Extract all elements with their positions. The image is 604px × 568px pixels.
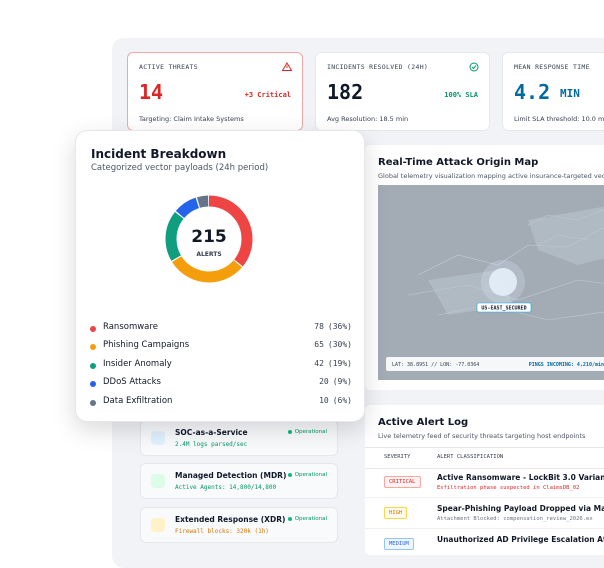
donut-total: 215: [191, 227, 227, 247]
donut-segment: [165, 195, 253, 283]
donut-chart: 215 ALERTS: [165, 195, 253, 283]
page: {"metrics":[ {"label":"ACTIVE THREATS","…: [0, 0, 604, 543]
metric-label: MEAN RESPONSE TIME: [514, 63, 590, 71]
card-title: Incident Breakdown: [91, 147, 227, 161]
legend-value: 10 (6%): [319, 396, 352, 405]
legend-item: Phishing Campaigns 65 (30%): [90, 340, 352, 354]
legend-name: Data Exfiltration: [103, 395, 173, 406]
service-name: Extended Response (XDR): [175, 515, 286, 524]
legend-item: DDoS Attacks 20 (9%): [90, 377, 352, 391]
panel-title: Active Alert Log: [378, 417, 469, 428]
alert-panel: Active Alert Log Live telemetry feed of …: [365, 405, 604, 555]
legend-share: (30%): [327, 340, 352, 350]
alert-detail: Exfiltration phase suspected in ClaimsDB…: [437, 485, 580, 491]
legend-dot: [90, 381, 96, 388]
panel-subtitle: Global telemetry visualization mapping a…: [378, 172, 604, 180]
severity-badge: CRITICAL: [384, 476, 421, 488]
severity-badge: MEDIUM: [384, 538, 414, 550]
donut-segment: [165, 195, 253, 283]
table-header: [365, 447, 604, 469]
map-panel: Real-Time Attack Origin Map Global telem…: [365, 145, 604, 390]
legend-share: (19%): [327, 358, 352, 368]
legend-name: Insider Anomaly: [103, 358, 172, 369]
alert-title: Active Ransomware - LockBit 3.0 Variant …: [437, 473, 604, 482]
map: US-EAST_SECURED LAT: 38.8951 // LON: -77…: [378, 185, 604, 380]
legend-item: Ransomware 78 (36%): [90, 322, 352, 336]
service-icon: [151, 474, 165, 488]
service-status: Operational: [288, 472, 327, 478]
metric-note: Targeting: Claim Intake Systems: [139, 115, 244, 123]
alert-detail: Attachment Blocked: compensation_review_…: [437, 516, 593, 522]
service-detail: Active Agents: 14,800/14,800: [175, 484, 277, 491]
panel-title: Real-Time Attack Origin Map: [378, 157, 539, 168]
legend-name: Phishing Campaigns: [103, 340, 190, 351]
service-icon: [151, 431, 165, 445]
service-status: Operational: [288, 429, 327, 435]
alert-icon: [282, 62, 292, 71]
legend-value: 78 (36%): [314, 322, 352, 331]
service-detail: 2.4M logs parsed/sec: [175, 441, 248, 448]
map-marker-label: US-EAST_SECURED: [481, 306, 526, 312]
legend-dot: [90, 399, 96, 406]
service-detail: Firewall blocks: 320k (1h): [175, 528, 269, 535]
legend-count: 10: [319, 395, 329, 405]
metric-value: 182: [327, 80, 364, 104]
legend-dot: [90, 344, 96, 351]
legend-name: Ransomware: [103, 322, 158, 332]
metric-card: ACTIVE THREATS 14 +3 Critical Targeting:…: [127, 52, 303, 131]
map-pings: PINGS INCOMING: 4,210/min: [529, 362, 604, 368]
metric-card: MEAN RESPONSE TIME 4.2 MIN Limit SLA thr…: [502, 52, 604, 131]
metric-value: 4.2: [514, 80, 551, 104]
legend-share: (9%): [332, 377, 352, 387]
legend-count: 42: [314, 358, 324, 368]
service-icon: [151, 518, 165, 532]
legend-share: (36%): [327, 322, 352, 331]
metric-delta: +3 Critical: [244, 91, 291, 99]
panel-subtitle: Live telemetry feed of security threats …: [378, 432, 586, 440]
metric-label: ACTIVE THREATS: [139, 63, 198, 71]
legend-value: 65 (30%): [314, 340, 352, 349]
legend-count: 20: [319, 377, 329, 387]
metric-value: 14: [139, 80, 164, 104]
legend-count: 78: [314, 322, 324, 331]
legend-item: Insider Anomaly 42 (19%): [90, 359, 352, 373]
legend-item: Data Exfiltration 10 (6%): [90, 396, 352, 410]
legend-value: 42 (19%): [314, 359, 352, 368]
metric-label: INCIDENTS RESOLVED (24H): [327, 63, 429, 71]
column-header: ALERT CLASSIFICATION: [437, 454, 504, 460]
check-icon: [469, 62, 479, 72]
donut-total-label: ALERTS: [196, 251, 221, 258]
legend-count: 65: [314, 340, 324, 350]
service-name: Managed Detection (MDR): [175, 471, 287, 480]
legend-name: DDoS Attacks: [103, 377, 161, 388]
map-coords: LAT: 38.8951 // LON: -77.0364: [392, 362, 479, 368]
service-card: Managed Detection (MDR) Active Agents: 1…: [140, 463, 338, 499]
legend-dot: [90, 362, 96, 369]
service-card: SOC-as-a-Service 2.4M logs parsed/sec Op…: [140, 420, 338, 456]
service-card: Extended Response (XDR) Firewall blocks:…: [140, 507, 338, 543]
metric-note: Avg Resolution: 18.5 min: [327, 115, 409, 123]
column-header: SEVERITY: [384, 454, 411, 460]
legend-dot: [90, 326, 96, 332]
service-name: SOC-as-a-Service: [175, 428, 248, 437]
service-status: Operational: [288, 516, 327, 522]
legend-share: (6%): [332, 395, 352, 405]
metric-unit: MIN: [560, 87, 580, 100]
metric-note: Limit SLA threshold: 10.0 min: [514, 115, 604, 123]
donut-segment: [165, 195, 253, 283]
metric-delta: 100% SLA: [444, 91, 478, 99]
breakdown-card: Incident Breakdown Categorized vector pa…: [75, 130, 365, 422]
legend-value: 20 (9%): [319, 377, 352, 386]
severity-badge: HIGH: [384, 507, 408, 519]
card-subtitle: Categorized vector payloads (24h period): [91, 163, 269, 173]
row-divider: [365, 528, 604, 529]
alert-title: Spear-Phishing Payload Dropped via MailG…: [437, 504, 604, 513]
row-divider: [365, 497, 604, 498]
alert-title: Unauthorized AD Privilege Escalation Att…: [437, 535, 604, 544]
metric-card: INCIDENTS RESOLVED (24H) 182 100% SLA Av…: [315, 52, 490, 131]
